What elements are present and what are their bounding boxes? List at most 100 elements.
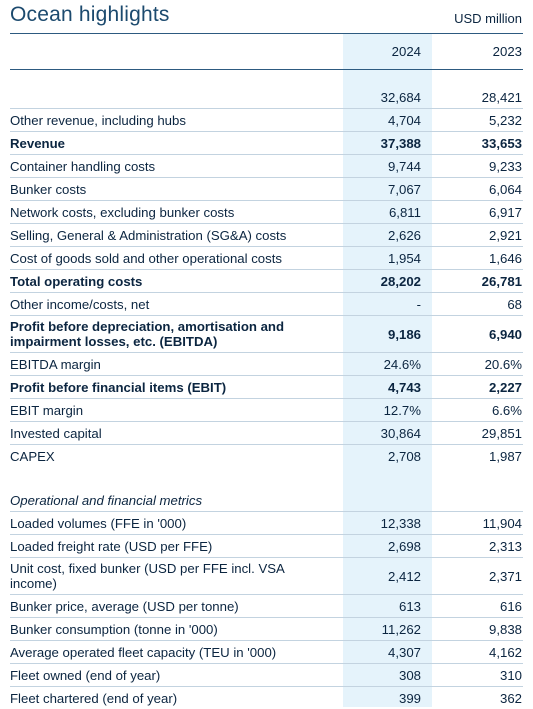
- value-2024: 28,202: [343, 270, 432, 293]
- value-2024: 4,307: [343, 641, 432, 664]
- value-2023: 1,987: [432, 445, 523, 468]
- value-2023: 33,653: [432, 132, 523, 155]
- value-2023: 29,851: [432, 422, 523, 445]
- table-row: Selling, General & Administration (SG&A)…: [10, 224, 523, 247]
- value-2023: 26,781: [432, 270, 523, 293]
- row-label: Bunker costs: [10, 178, 343, 201]
- row-label: Fleet chartered (end of year): [10, 687, 343, 709]
- value-2024: 9,186: [343, 316, 432, 353]
- row-label: Total operating costs: [10, 270, 343, 293]
- value-2024: 12.7%: [343, 399, 432, 422]
- row-label: Loaded volumes (FFE in '000): [10, 512, 343, 535]
- value-2023: 616: [432, 595, 523, 618]
- value-2023: 9,233: [432, 155, 523, 178]
- value-2023: 6.6%: [432, 399, 523, 422]
- value-2024: 2,698: [343, 535, 432, 558]
- row-label: Unit cost, fixed bunker (USD per FFE inc…: [10, 558, 343, 595]
- row-label: Cost of goods sold and other operational…: [10, 247, 343, 270]
- value-2023: 20.6%: [432, 353, 523, 376]
- unit-label: USD million: [454, 11, 522, 26]
- row-label: Loaded freight rate (USD per FFE): [10, 535, 343, 558]
- value-2023: 2,921: [432, 224, 523, 247]
- table-row: Average operated fleet capacity (TEU in …: [10, 641, 523, 664]
- row-label: Selling, General & Administration (SG&A)…: [10, 224, 343, 247]
- value-2024: 613: [343, 595, 432, 618]
- table-row: Profit before financial items (EBIT)4,74…: [10, 376, 523, 399]
- value-2024: 9,744: [343, 155, 432, 178]
- value-2023: 28,421: [432, 86, 523, 109]
- value-2024: 1,954: [343, 247, 432, 270]
- table-row: Unit cost, fixed bunker (USD per FFE inc…: [10, 558, 523, 595]
- row-label: Bunker consumption (tonne in '000): [10, 618, 343, 641]
- value-2024: 2,708: [343, 445, 432, 468]
- row-label: Invested capital: [10, 422, 343, 445]
- table-row: Profit before depreciation, amortisation…: [10, 316, 523, 353]
- value-2023: 2,313: [432, 535, 523, 558]
- row-label: Average operated fleet capacity (TEU in …: [10, 641, 343, 664]
- row-label: [10, 86, 343, 109]
- row-label: EBITDA margin: [10, 353, 343, 376]
- value-2024: 24.6%: [343, 353, 432, 376]
- value-2023: 4,162: [432, 641, 523, 664]
- spacer-row: [10, 70, 523, 87]
- value-2024: 32,684: [343, 86, 432, 109]
- year-2023-header: 2023: [432, 34, 523, 70]
- value-2023: 5,232: [432, 109, 523, 132]
- value-2023: 2,227: [432, 376, 523, 399]
- row-label: Other income/costs, net: [10, 293, 343, 316]
- value-2023: 362: [432, 687, 523, 709]
- value-2024: 2,626: [343, 224, 432, 247]
- row-label: Profit before depreciation, amortisation…: [10, 316, 343, 353]
- value-2023: 6,940: [432, 316, 523, 353]
- row-label: CAPEX: [10, 445, 343, 468]
- value-2024: -: [343, 293, 432, 316]
- row-label: Other revenue, including hubs: [10, 109, 343, 132]
- value-2024: 37,388: [343, 132, 432, 155]
- table-row: Other income/costs, net-68: [10, 293, 523, 316]
- value-2024: 308: [343, 664, 432, 687]
- table-row: Bunker price, average (USD per tonne)613…: [10, 595, 523, 618]
- year-2024-header: 2024: [343, 34, 432, 70]
- row-label: Container handling costs: [10, 155, 343, 178]
- value-2024: 4,704: [343, 109, 432, 132]
- value-2024: 11,262: [343, 618, 432, 641]
- value-2024: 399: [343, 687, 432, 709]
- value-2024: 2,412: [343, 558, 432, 595]
- label-header: [10, 34, 343, 70]
- table-row: Cost of goods sold and other operational…: [10, 247, 523, 270]
- value-2024: 7,067: [343, 178, 432, 201]
- page-title: Ocean highlights: [10, 3, 170, 27]
- value-2023: 68: [432, 293, 523, 316]
- value-2023: 310: [432, 664, 523, 687]
- value-2023: 2,371: [432, 558, 523, 595]
- value-2024: 4,743: [343, 376, 432, 399]
- row-label: Profit before financial items (EBIT): [10, 376, 343, 399]
- value-2024: 6,811: [343, 201, 432, 224]
- table-row: Bunker consumption (tonne in '000)11,262…: [10, 618, 523, 641]
- value-2023: 9,838: [432, 618, 523, 641]
- row-label: Bunker price, average (USD per tonne): [10, 595, 343, 618]
- value-2023: 6,917: [432, 201, 523, 224]
- row-label: Fleet owned (end of year): [10, 664, 343, 687]
- value-2024: 30,864: [343, 422, 432, 445]
- section-title: Operational and financial metrics: [10, 489, 343, 512]
- value-2024: 12,338: [343, 512, 432, 535]
- row-label: Network costs, excluding bunker costs: [10, 201, 343, 224]
- value-2023: 11,904: [432, 512, 523, 535]
- row-label: Revenue: [10, 132, 343, 155]
- value-2023: 6,064: [432, 178, 523, 201]
